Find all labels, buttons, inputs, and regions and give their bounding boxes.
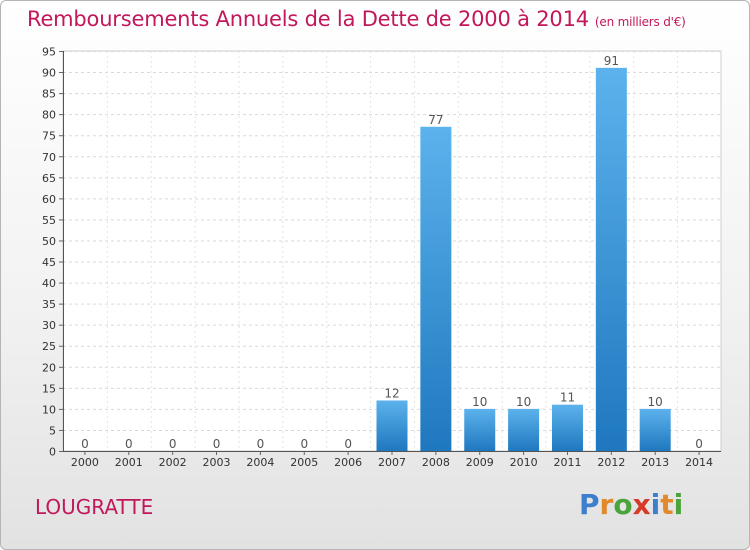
y-tick-label: 0 [49,446,56,459]
y-tick-label: 5 [49,424,56,437]
y-tick-label: 95 [42,46,56,59]
x-tick-label-2005: 2005 [290,456,318,469]
logo-letter: r [599,488,614,521]
x-tick-label-2001: 2001 [115,456,143,469]
y-tick-label: 85 [42,88,56,101]
y-tick-label: 90 [42,67,56,80]
bar-2013 [639,408,671,451]
data-label-2012: 91 [604,54,619,68]
data-label-2002: 0 [169,437,177,451]
bar-2011 [551,404,583,451]
logo-letter: i [673,488,684,521]
data-label-2013: 10 [648,395,663,409]
data-label-2007: 12 [384,386,399,400]
y-tick-label: 55 [42,214,56,227]
chart-subtitle: (en milliers d'€) [594,15,686,29]
y-tick-label: 20 [42,361,56,374]
y-tick-label: 65 [42,172,56,185]
y-tick-label: 50 [42,235,56,248]
x-tick-label-2013: 2013 [641,456,669,469]
logo-letter: x [632,488,651,521]
data-label-2008: 77 [428,113,443,127]
bar-2009 [464,408,496,451]
chart-title: Remboursements Annuels de la Dette de 20… [27,7,686,31]
bar-2012 [595,67,627,451]
x-tick-label-2010: 2010 [510,456,538,469]
y-tick-label: 15 [42,382,56,395]
bar-2008 [420,126,452,451]
x-tick-label-2014: 2014 [685,456,713,469]
data-label-2004: 0 [257,437,265,451]
y-tick-label: 10 [42,403,56,416]
y-tick-label: 35 [42,298,56,311]
x-tick-label-2011: 2011 [553,456,581,469]
y-tick-label: 80 [42,109,56,122]
y-tick-label: 45 [42,256,56,269]
bar-2007 [376,400,408,451]
logo-letter: P [579,488,600,521]
x-tick-label-2006: 2006 [334,456,362,469]
chart-title-text: Remboursements Annuels de la Dette de 20… [27,7,589,31]
logo-letter: o [613,488,633,521]
x-tick-label-2004: 2004 [246,456,274,469]
y-tick-label: 40 [42,277,56,290]
data-label-2001: 0 [125,437,133,451]
logo-letter: t [660,488,674,521]
data-label-2011: 11 [560,391,575,405]
y-tick-label: 60 [42,193,56,206]
data-label-2010: 10 [516,395,531,409]
place-name: LOUGRATTE [35,495,154,519]
x-tick-label-2009: 2009 [466,456,494,469]
data-label-2006: 0 [344,437,352,451]
data-label-2014: 0 [695,437,703,451]
bar-2010 [508,408,540,451]
x-tick-label-2008: 2008 [422,456,450,469]
data-label-2005: 0 [300,437,308,451]
y-tick-label: 70 [42,151,56,164]
data-label-2000: 0 [81,437,89,451]
x-tick-label-2012: 2012 [597,456,625,469]
logo-letter: i [650,488,661,521]
x-tick-label-2003: 2003 [203,456,231,469]
data-label-2009: 10 [472,395,487,409]
x-tick-label-2007: 2007 [378,456,406,469]
y-tick-label: 25 [42,340,56,353]
x-tick-label-2002: 2002 [159,456,187,469]
y-tick-label: 30 [42,319,56,332]
proxiti-logo: Proxiti [579,488,683,521]
y-tick-label: 75 [42,130,56,143]
x-tick-label-2000: 2000 [71,456,99,469]
data-label-2003: 0 [213,437,221,451]
